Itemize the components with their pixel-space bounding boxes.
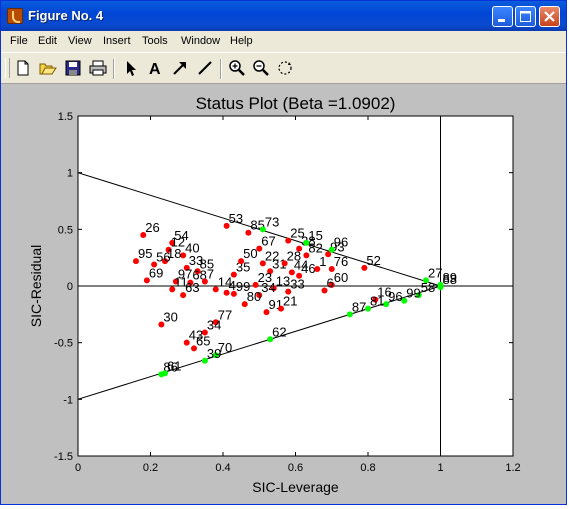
y-tick-label: -1.5 [54,451,73,463]
menu-bar: File Edit View Insert Tools Window Help [1,31,566,52]
y-tick-label: -0.5 [54,338,73,350]
point-label: 56 [156,249,170,264]
x-tick-label: 0.6 [288,462,303,474]
point-label: 34 [261,280,275,295]
insert-text-icon[interactable]: A [146,59,164,77]
minimize-icon [493,7,512,26]
point-label: 6 [327,276,334,291]
close-button[interactable] [539,6,560,27]
close-icon [540,7,559,26]
save-icon[interactable] [64,59,82,77]
x-axis-label: SIC-Leverage [252,479,339,495]
point-label: 21 [283,294,297,309]
print-icon[interactable] [89,59,107,77]
point-label: 76 [334,254,348,269]
minimize-button[interactable] [492,6,513,27]
menu-window[interactable]: Window [181,35,220,47]
point-label: 27 [428,265,442,280]
menu-view[interactable]: View [68,35,92,47]
menu-tools[interactable]: Tools [142,35,168,47]
x-tick-label: 1 [437,462,443,474]
y-axis-label: SIC-Residual [28,245,44,327]
y-tick-label: -1 [63,394,73,406]
point-label: 67 [261,234,275,249]
menu-insert[interactable]: Insert [103,35,131,47]
maximize-button[interactable] [515,6,536,27]
point-label: 63 [185,280,199,295]
insert-arrow-icon[interactable] [171,59,189,77]
point-label: 60 [334,270,348,285]
title-bar[interactable]: Figure No. 4 [1,1,566,31]
menu-edit[interactable]: Edit [38,35,57,47]
figure-canvas: 0 0.2 0.4 0.6 0.8 1 1.2 1.5 1 0.5 0 -0.5 -1 -1.5 26 54 1… [1,84,566,504]
point-label: 52 [366,253,380,268]
x-tick-label: 0.2 [143,462,158,474]
point-label: 81 [370,294,384,309]
toolbar-separator [220,59,222,79]
zoom-out-icon[interactable] [252,59,270,77]
matlab-figure-icon [7,8,23,24]
x-tick-label: 0.4 [215,462,230,474]
point-label: 96 [334,235,348,250]
rotate-3d-icon[interactable] [276,59,294,77]
point-label: 34 [207,317,221,332]
toolbar-grip[interactable] [5,58,10,78]
point-label: 99 [406,286,420,301]
point-label: 15 [308,228,322,243]
zoom-in-icon[interactable] [228,59,246,77]
point-label: 26 [145,220,159,235]
toolbar-separator [113,59,115,79]
window-title: Figure No. 4 [28,8,103,23]
point-label: 53 [229,211,243,226]
maximize-icon [516,7,535,26]
point-label: 13 [276,273,290,288]
point-label: 62 [272,324,286,339]
point-label: 99 [236,279,250,294]
point-label: 88 [443,272,457,287]
point-label: 4 [229,278,236,293]
point-label: 87 [352,299,366,314]
point-label: 39 [207,346,221,361]
point-label: 1 [319,254,326,269]
x-tick-label: 0 [75,462,81,474]
figure-toolbar: A [1,52,566,84]
status-plot[interactable]: 0 0.2 0.4 0.6 0.8 1 1.21.510.50-0.5-1-1.526541… [1,84,566,504]
point-label: 96 [388,289,402,304]
point-label: 7 [207,266,214,281]
svg-text:A: A [149,61,161,77]
point-label: 95 [138,246,152,261]
point-label: 33 [290,277,304,292]
x-tick-label: 0.8 [360,462,375,474]
open-file-icon[interactable] [39,59,57,77]
menu-help[interactable]: Help [230,35,253,47]
x-tick-label: 1.2 [505,462,520,474]
chart-title: Status Plot (Beta =1.0902) [196,94,396,113]
y-tick-label: 0 [67,281,73,293]
point-label: 58 [421,280,435,295]
point-label: 46 [301,261,315,276]
new-figure-icon[interactable] [14,59,32,77]
edit-plot-arrow-icon[interactable] [122,59,140,77]
point-label: 30 [163,310,177,325]
point-label: 61 [167,358,181,373]
point-label: 69 [149,265,163,280]
point-label: 50 [243,246,257,261]
menu-file[interactable]: File [10,35,28,47]
y-tick-label: 0.5 [58,224,73,236]
y-tick-label: 1.5 [58,111,73,123]
point-label: 73 [265,214,279,229]
y-tick-label: 1 [67,168,73,180]
insert-line-icon[interactable] [196,59,214,77]
